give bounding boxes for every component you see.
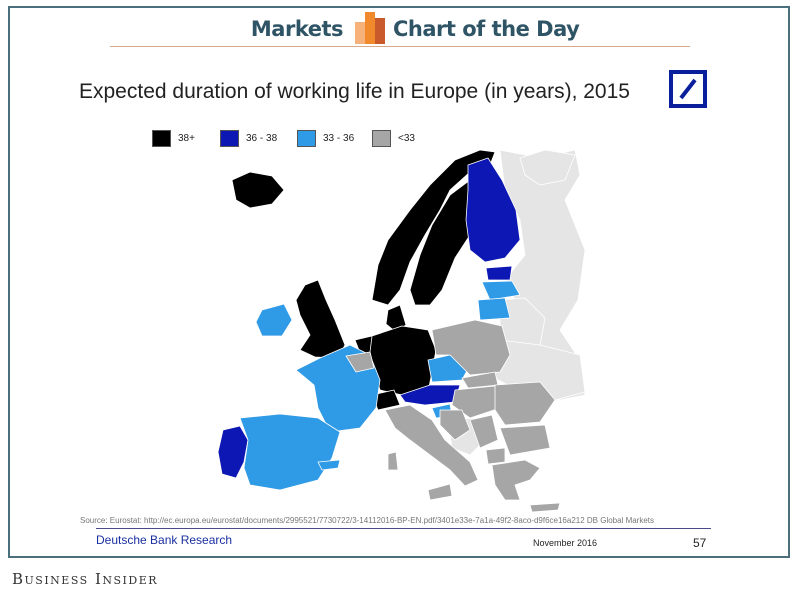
legend-label: 38+ [178, 133, 195, 144]
map-region-croatia [439, 409, 471, 441]
publish-date: November 2016 [533, 538, 598, 548]
map-region-lithuania [477, 297, 511, 321]
map-region-cyprus [317, 459, 341, 471]
map-region-italy [384, 404, 479, 487]
map-region-latvia [481, 280, 521, 301]
map-region-iceland [231, 171, 285, 209]
legend-swatch [152, 130, 171, 147]
org-name: Deutsche Bank Research [96, 533, 233, 547]
header-divider [110, 46, 690, 47]
markets-label: Markets [250, 17, 344, 41]
map-region-hungary [451, 385, 501, 419]
map-region-greece [491, 459, 541, 501]
map-region-finland [465, 157, 521, 263]
map-region-ireland [255, 303, 293, 337]
bar-chart-icon [355, 12, 385, 44]
map-region-sicily [427, 483, 453, 501]
map-region-serbia [469, 414, 499, 449]
header-bar: Markets Chart of the Day [0, 10, 800, 46]
page-number: 57 [693, 536, 707, 550]
source-note: Source: Eurostat: http://ec.europa.eu/eu… [80, 516, 655, 525]
legend-label: <33 [398, 133, 415, 144]
legend-label: 36 - 38 [246, 133, 278, 144]
map-region-kola [519, 149, 576, 186]
chart-title: Expected duration of working life in Eur… [79, 80, 630, 103]
brand-wordmark: Business Insider [12, 570, 159, 588]
map-region-uk [295, 279, 346, 359]
map-region-germany [369, 325, 437, 396]
map-region-belgium [345, 351, 375, 373]
chart-of-the-day-label: Chart of the Day [393, 17, 580, 41]
map-region-poland [431, 319, 511, 376]
legend-swatch [297, 130, 316, 147]
map-region-macedonia [485, 447, 506, 465]
legend-swatch [220, 130, 239, 147]
legend-label: 33 - 36 [323, 133, 355, 144]
map-region-romania [494, 381, 556, 426]
map-region-crete [529, 502, 561, 513]
map-region-spain [239, 413, 341, 491]
footer-divider [96, 528, 711, 529]
europe-map [217, 149, 586, 513]
map-region-estonia [485, 265, 513, 281]
map-region-bulgaria [499, 424, 551, 456]
map-region-slovakia [461, 371, 499, 389]
deutsche-bank-logo [669, 70, 707, 108]
map-region-portugal [217, 425, 249, 479]
map-region-sardinia [387, 451, 399, 471]
legend-swatch [372, 130, 391, 147]
